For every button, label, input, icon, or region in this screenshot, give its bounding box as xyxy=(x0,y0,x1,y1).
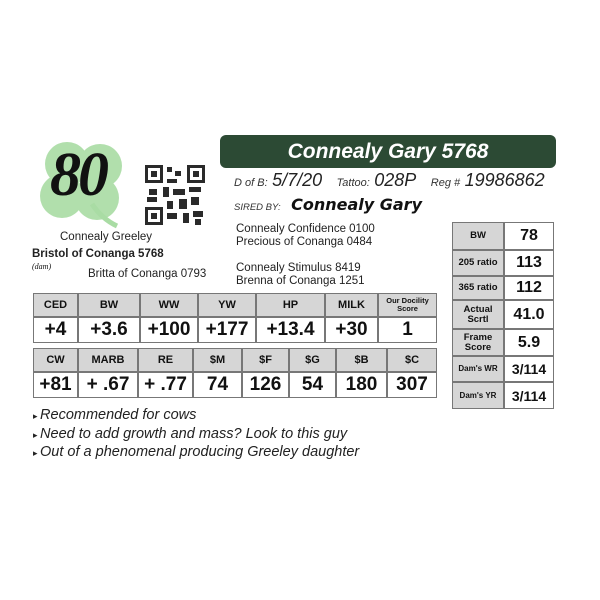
bullet-triangle-icon: ▸ xyxy=(33,430,41,440)
bullet-triangle-icon: ▸ xyxy=(33,448,41,458)
epd-header: MARB xyxy=(78,348,138,372)
stat-label: Dam's WR xyxy=(452,356,504,382)
sire-name: Connealy Gary xyxy=(291,195,422,214)
epd-value: + .77 xyxy=(138,372,193,398)
epd-header: $C xyxy=(387,348,437,372)
epd-value: +30 xyxy=(325,317,378,343)
sire-dam: Precious of Conanga 0484 xyxy=(236,236,373,248)
epd-header: CW xyxy=(33,348,78,372)
dam-name: Bristol of Conanga 5768 xyxy=(32,248,164,260)
epd-value: +100 xyxy=(140,317,198,343)
epd-header: $G xyxy=(289,348,336,372)
epd-value: +3.6 xyxy=(78,317,140,343)
note-item: ▸ Recommended for cows xyxy=(33,407,196,423)
epd-header: MILK xyxy=(325,293,378,317)
sire-dam-dam: Brenna of Conanga 1251 xyxy=(236,275,365,287)
tattoo-label: Tattoo: xyxy=(336,177,370,189)
stat-value: 113 xyxy=(504,250,554,276)
sired-by-label: SIRED BY: xyxy=(234,202,281,213)
epd-table-1: CED BW WW YW HP MILK Our Docility Score … xyxy=(33,293,437,343)
epd-value: 180 xyxy=(336,372,387,398)
stat-label: Frame Score xyxy=(452,329,504,356)
stat-label: Dam's YR xyxy=(452,382,504,409)
qr-code-icon[interactable] xyxy=(145,165,205,225)
bullet-triangle-icon: ▸ xyxy=(33,411,41,421)
stat-value: 3/114 xyxy=(504,382,554,409)
id-line: D of B: 5/7/20 Tattoo: 028P Reg # 199868… xyxy=(234,170,545,191)
epd-table-2: CW MARB RE $M $F $G $B $C +81 + .67 + .7… xyxy=(33,348,437,398)
epd-header: HP xyxy=(256,293,325,317)
stat-label: 365 ratio xyxy=(452,276,504,300)
epd-header: Our Docility Score xyxy=(378,293,437,317)
epd-value: 74 xyxy=(193,372,242,398)
epd-value: +81 xyxy=(33,372,78,398)
epd-value: + .67 xyxy=(78,372,138,398)
epd-header: WW xyxy=(140,293,198,317)
reg-label: Reg # xyxy=(430,177,461,189)
note-text: Need to add growth and mass? Look to thi… xyxy=(40,426,348,442)
dam-sire: Connealy Greeley xyxy=(60,231,153,243)
epd-header: YW xyxy=(198,293,256,317)
stat-value: 5.9 xyxy=(504,329,554,356)
epd-value: +177 xyxy=(198,317,256,343)
animal-name-title: Connealy Gary 5768 xyxy=(220,135,556,168)
dob-value: 5/7/20 xyxy=(272,170,323,190)
epd-header: $M xyxy=(193,348,242,372)
epd-header: RE xyxy=(138,348,193,372)
epd-value: 307 xyxy=(387,372,437,398)
epd-value: 54 xyxy=(289,372,336,398)
epd-value: +4 xyxy=(33,317,78,343)
clover-logo-icon xyxy=(40,142,122,229)
epd-header: BW xyxy=(78,293,140,317)
reg-value: 19986862 xyxy=(464,170,545,190)
dam-dam: Britta of Conanga 0793 xyxy=(88,268,207,280)
epd-value: +13.4 xyxy=(256,317,325,343)
epd-header: CED xyxy=(33,293,78,317)
note-item: ▸ Out of a phenomenal producing Greeley … xyxy=(33,444,359,460)
stat-value: 41.0 xyxy=(504,300,554,329)
dob-label: D of B: xyxy=(234,177,268,189)
stats-table: BW 78 205 ratio 113 365 ratio 112 Actual Sc… xyxy=(452,222,554,409)
note-item: ▸ Need to add growth and mass? Look to t… xyxy=(33,426,347,442)
sire-sire: Connealy Confidence 0100 xyxy=(236,223,375,235)
stat-label: Actual Scrtl xyxy=(452,300,504,329)
stat-value: 3/114 xyxy=(504,356,554,382)
epd-value: 1 xyxy=(378,317,437,343)
stat-label: BW xyxy=(452,222,504,250)
note-text: Out of a phenomenal producing Greeley da… xyxy=(40,444,360,460)
epd-value: 126 xyxy=(242,372,289,398)
note-text: Recommended for cows xyxy=(40,407,197,423)
epd-header: $B xyxy=(336,348,387,372)
stat-value: 78 xyxy=(504,222,554,250)
epd-header: $F xyxy=(242,348,289,372)
dam-label: (dam) xyxy=(32,262,52,271)
stat-label: 205 ratio xyxy=(452,250,504,276)
tattoo-value: 028P xyxy=(374,170,417,190)
score: 80 xyxy=(50,141,109,209)
stat-value: 112 xyxy=(504,276,554,300)
sire-dam-sire: Connealy Stimulus 8419 xyxy=(236,262,361,274)
